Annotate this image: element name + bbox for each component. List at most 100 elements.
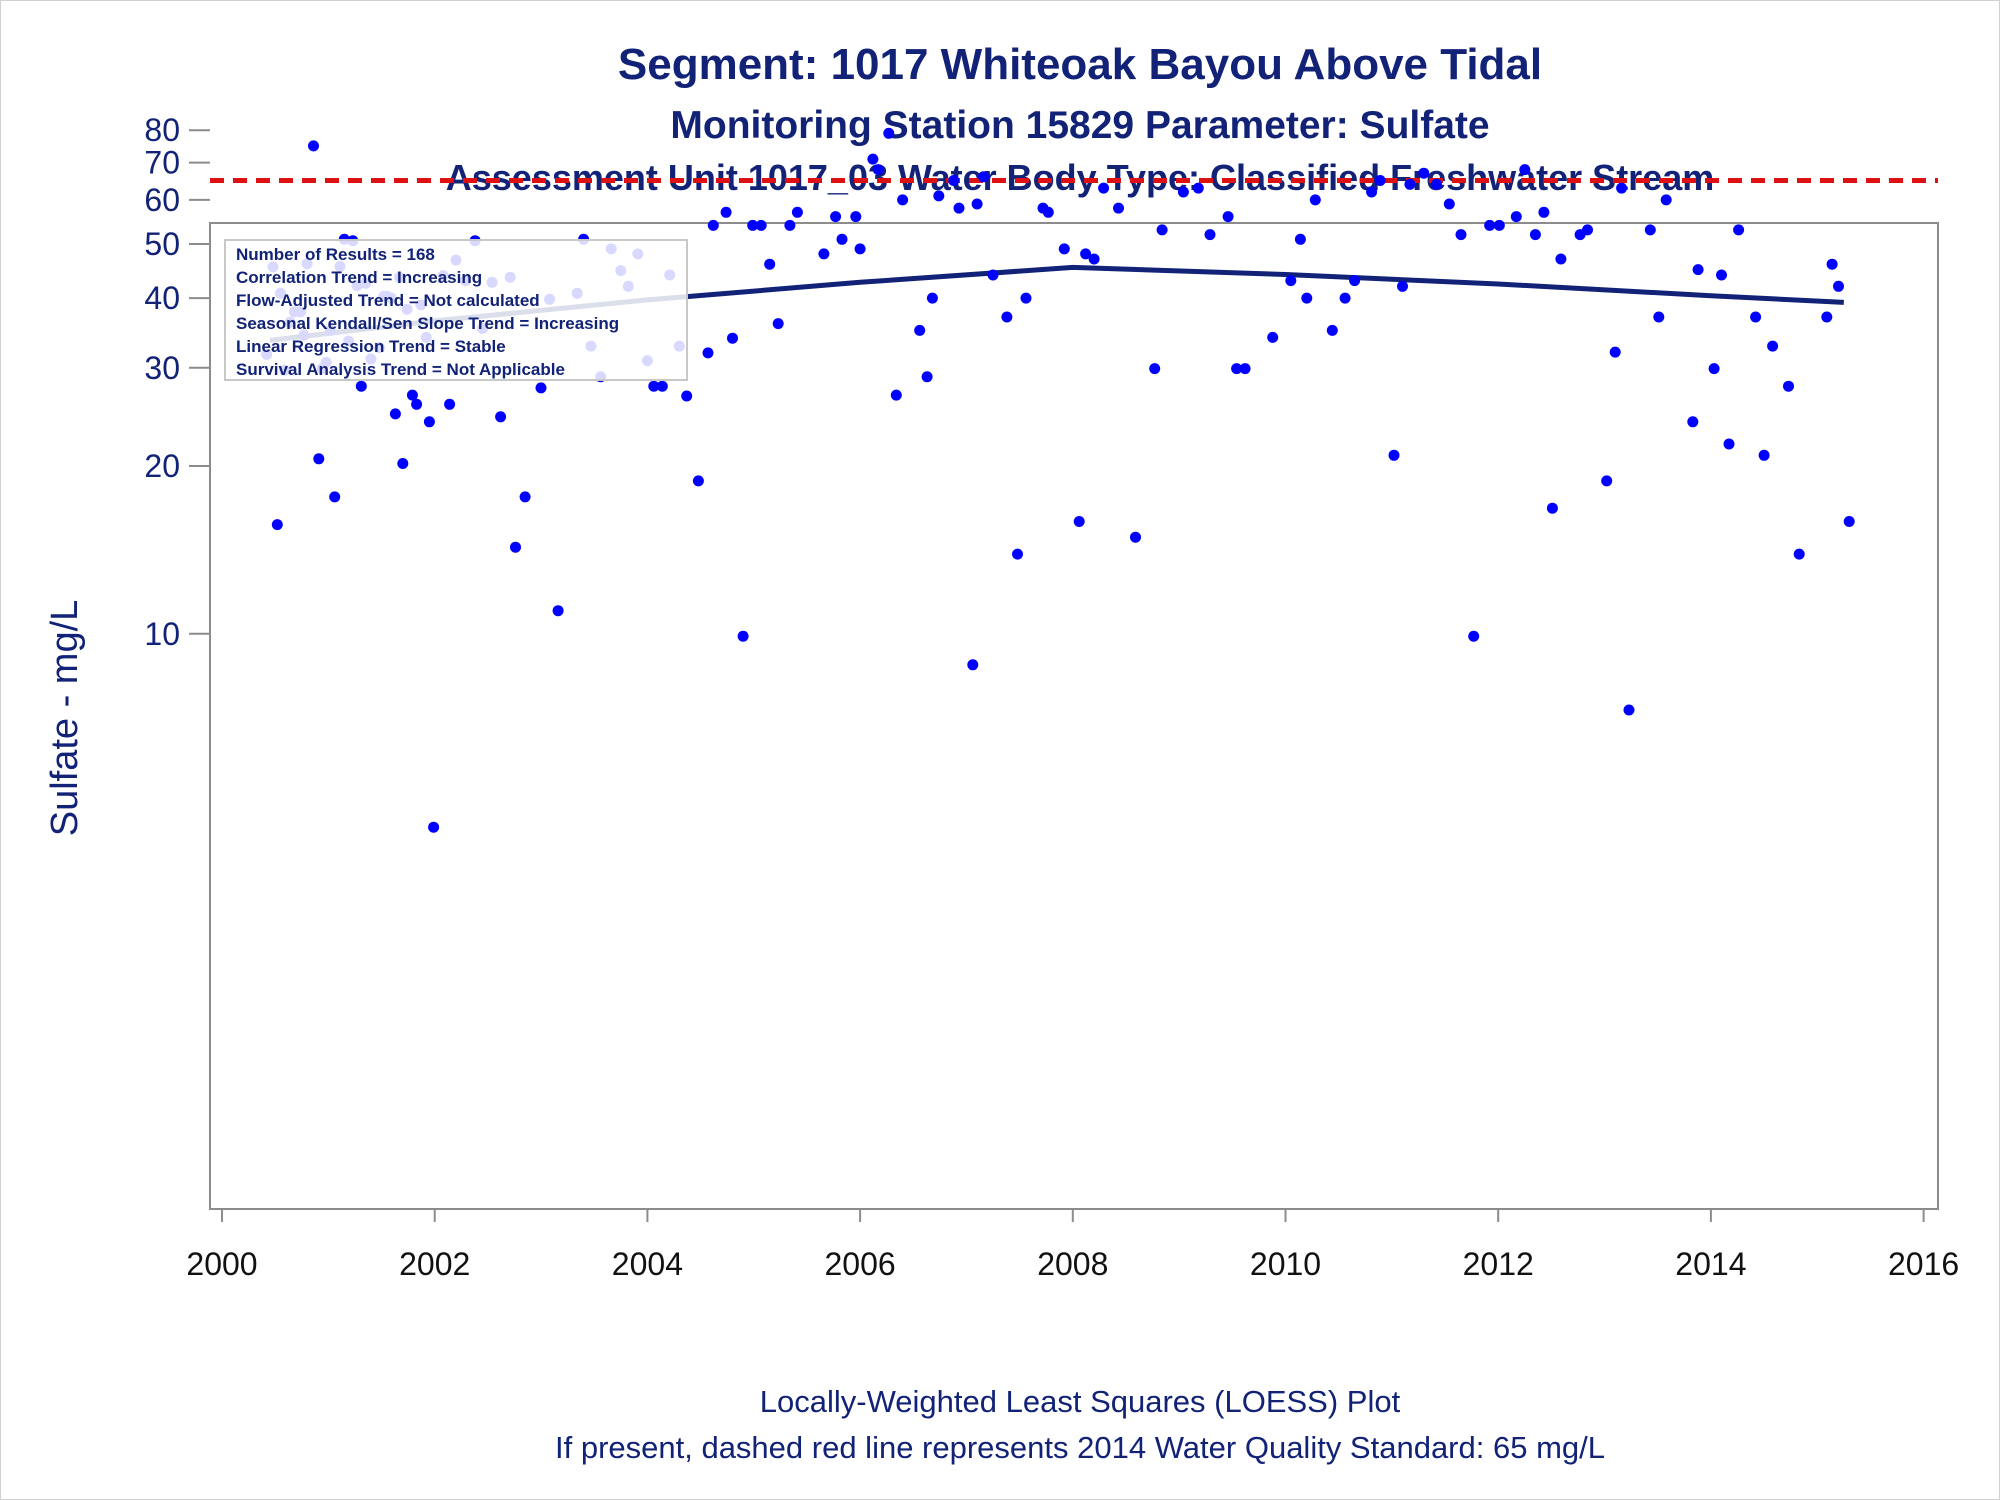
y-tick-label: 60 bbox=[144, 182, 180, 218]
data-point bbox=[1538, 206, 1550, 218]
data-point bbox=[1716, 269, 1727, 281]
data-point bbox=[1519, 164, 1531, 176]
data-point bbox=[329, 491, 341, 503]
data-point bbox=[1192, 182, 1204, 194]
data-point bbox=[897, 194, 909, 206]
data-point bbox=[1294, 233, 1306, 245]
data-point bbox=[836, 233, 848, 245]
data-point bbox=[1431, 178, 1442, 190]
data-point bbox=[1204, 229, 1216, 241]
data-point bbox=[755, 219, 767, 231]
data-point bbox=[1653, 311, 1665, 323]
stats-line: Linear Regression Trend = Stable bbox=[236, 337, 506, 356]
data-point bbox=[914, 324, 926, 336]
data-point bbox=[1555, 253, 1567, 265]
data-point bbox=[648, 380, 660, 392]
data-point bbox=[967, 659, 979, 671]
data-point bbox=[850, 211, 862, 223]
x-tick-label: 2004 bbox=[612, 1246, 683, 1282]
data-point bbox=[656, 380, 668, 392]
data-point bbox=[1733, 224, 1745, 236]
data-point bbox=[1285, 275, 1297, 287]
data-point bbox=[1750, 311, 1762, 323]
stats-line: Correlation Trend = Increasing bbox=[236, 268, 482, 287]
x-tick-label: 2006 bbox=[825, 1246, 896, 1282]
y-tick-label: 70 bbox=[144, 145, 180, 181]
data-point bbox=[1687, 416, 1699, 428]
data-point bbox=[1113, 202, 1124, 214]
data-point bbox=[1012, 548, 1023, 560]
data-point bbox=[872, 164, 884, 176]
data-point bbox=[1616, 182, 1628, 194]
data-point bbox=[921, 371, 933, 383]
x-tick-label: 2002 bbox=[399, 1246, 470, 1282]
data-point bbox=[495, 411, 507, 423]
x-tick-label: 2014 bbox=[1675, 1246, 1746, 1282]
data-point bbox=[1767, 340, 1779, 352]
data-point bbox=[948, 175, 960, 186]
data-point bbox=[1546, 502, 1558, 514]
y-tick-label: 10 bbox=[144, 616, 180, 652]
y-axis-label: Sulfate - mg/L bbox=[44, 600, 86, 837]
x-tick-label: 2016 bbox=[1888, 1246, 1959, 1282]
data-point bbox=[987, 269, 999, 281]
data-point bbox=[406, 389, 418, 401]
data-point bbox=[791, 206, 803, 218]
stats-line: Survival Analysis Trend = Not Applicable bbox=[236, 360, 565, 379]
chart-title: Segment: 1017 Whiteoak Bayou Above Tidal bbox=[618, 40, 1542, 89]
data-point bbox=[271, 519, 283, 531]
data-point bbox=[1404, 178, 1416, 190]
y-tick-label: 80 bbox=[144, 112, 180, 148]
data-point bbox=[1843, 516, 1855, 527]
data-point bbox=[1309, 194, 1321, 206]
data-point bbox=[1582, 224, 1593, 236]
y-tick-label: 50 bbox=[144, 226, 180, 262]
y-tick-label: 40 bbox=[144, 280, 180, 316]
plot-area bbox=[209, 222, 1939, 1210]
data-point bbox=[1339, 292, 1351, 304]
data-point bbox=[355, 380, 367, 392]
data-point bbox=[1349, 275, 1361, 287]
data-point bbox=[552, 605, 564, 617]
data-point bbox=[727, 332, 738, 344]
data-point bbox=[1418, 167, 1430, 179]
data-point bbox=[1443, 198, 1455, 210]
data-point bbox=[1493, 219, 1505, 231]
data-point bbox=[1058, 243, 1070, 255]
chart-subtitle-station: Monitoring Station 15829 Parameter: Sulf… bbox=[670, 104, 1489, 147]
data-point bbox=[764, 258, 776, 270]
data-point bbox=[1098, 182, 1110, 194]
data-point bbox=[1833, 280, 1844, 292]
data-point bbox=[1267, 331, 1279, 343]
data-point bbox=[1529, 229, 1541, 241]
data-point bbox=[1623, 704, 1635, 716]
stats-box-lines: Number of Results = 168 Correlation Trend… bbox=[236, 245, 619, 379]
data-point bbox=[702, 347, 714, 359]
data-point bbox=[1080, 248, 1092, 260]
data-point bbox=[1455, 229, 1467, 241]
data-point bbox=[1826, 258, 1838, 270]
data-point bbox=[818, 248, 830, 260]
data-point bbox=[1609, 346, 1621, 358]
footnote-standard: If present, dashed red line represents 2… bbox=[555, 1430, 1605, 1465]
data-point bbox=[423, 416, 435, 428]
data-points bbox=[261, 127, 1855, 833]
data-point bbox=[1821, 311, 1833, 323]
data-point bbox=[867, 153, 879, 165]
data-point bbox=[692, 475, 704, 487]
data-point bbox=[313, 453, 325, 465]
stats-line: Number of Results = 168 bbox=[236, 245, 435, 264]
data-point bbox=[1644, 224, 1656, 236]
stats-line: Seasonal Kendall/Sen Slope Trend = Incre… bbox=[236, 314, 619, 333]
data-point bbox=[308, 140, 319, 152]
data-point bbox=[1239, 363, 1251, 375]
data-point bbox=[1601, 475, 1613, 487]
data-point bbox=[1374, 175, 1386, 186]
data-point bbox=[1468, 630, 1480, 642]
data-point bbox=[510, 541, 521, 553]
chart-subtitle-assessment: Assessment Unit 1017_03 Water Body Type:… bbox=[446, 157, 1715, 198]
data-point bbox=[1783, 380, 1794, 392]
data-point bbox=[971, 198, 983, 210]
data-point bbox=[747, 219, 759, 231]
